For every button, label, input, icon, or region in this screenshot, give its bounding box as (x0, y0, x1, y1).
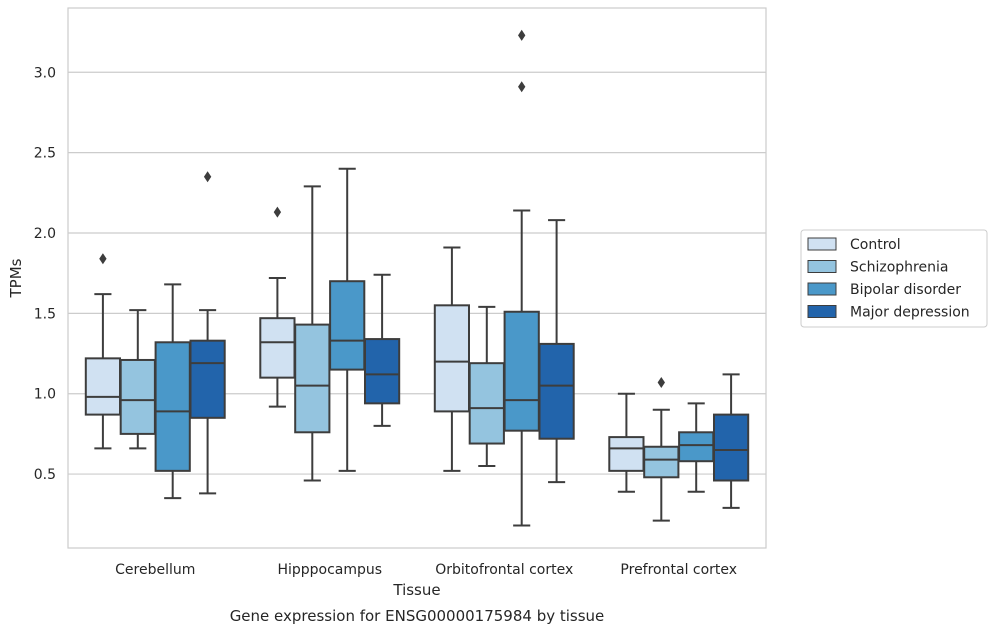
box-iqr (363, 338, 401, 405)
y-tick-label: 2.5 (34, 146, 56, 162)
box-iqr (259, 317, 296, 379)
box-2-2 (503, 29, 540, 527)
outlier-marker (518, 81, 526, 93)
box-iqr (189, 339, 226, 419)
box-1-1 (294, 185, 331, 482)
outlier-marker (518, 29, 526, 41)
legend-swatch (807, 305, 837, 318)
legend-swatch (807, 282, 837, 296)
chart-caption: Gene expression for ENSG00000175984 by t… (230, 607, 605, 625)
y-axis-label: TPMs (7, 258, 25, 298)
box-0-0 (84, 253, 122, 450)
box-0-3 (189, 171, 226, 495)
box-iqr (294, 323, 331, 434)
y-tick-label: 0.5 (34, 467, 56, 483)
outlier-marker (657, 376, 665, 388)
y-tick-label: 2.0 (34, 226, 56, 242)
box-iqr (538, 342, 575, 440)
box-iqr (119, 358, 156, 435)
box-0-2 (154, 283, 191, 500)
box-1-3 (363, 273, 401, 427)
x-tick-label: Hipppocampus (277, 562, 382, 578)
y-tick-label: 3.0 (34, 65, 56, 81)
legend-swatch (807, 260, 837, 273)
box-iqr (329, 280, 366, 371)
box-3-2 (678, 402, 715, 493)
box-iqr (643, 445, 680, 479)
box-iqr (154, 341, 191, 472)
box-1-0 (259, 206, 296, 408)
outlier-marker (99, 253, 107, 265)
x-axis: Cerebellum Hipppocampus Orbitofrontal cort… (115, 562, 737, 578)
y-tick-label: 1.0 (34, 387, 56, 403)
legend-label: Control (850, 237, 901, 253)
legend: Control Schizophrenia Bipolar disorder Majo… (800, 229, 988, 328)
box-3-0 (608, 392, 645, 493)
x-tick-label: Orbitofrontal cortex (435, 562, 573, 578)
legend-frame (800, 229, 988, 328)
legend-label: Schizophrenia (850, 260, 948, 276)
x-tick-label: Cerebellum (115, 562, 195, 578)
box-iqr (503, 310, 540, 432)
box-iqr (678, 431, 715, 463)
y-tick-label: 1.5 (34, 306, 56, 322)
x-tick-label: Prefrontal cortex (620, 562, 737, 578)
box-3-3 (712, 373, 750, 509)
box-3-1 (643, 376, 680, 522)
box-0-1 (119, 309, 156, 450)
box-iqr (433, 304, 471, 413)
box-1-2 (329, 167, 366, 472)
box-iqr (84, 357, 122, 416)
outlier-marker (203, 171, 212, 183)
x-axis-label: Tissue (392, 581, 440, 599)
box-2-3 (538, 219, 575, 484)
box-2-0 (433, 246, 471, 472)
y-axis: 0.5 1.0 1.5 2.0 2.5 3.0 (34, 65, 56, 483)
plot-area (67, 7, 767, 549)
box-iqr (608, 436, 645, 472)
box-iqr (712, 413, 750, 482)
legend-swatch (807, 237, 837, 251)
legend-label: Major depression (850, 305, 970, 321)
box-plots (84, 29, 750, 527)
box-2-1 (468, 305, 505, 468)
box-iqr (468, 362, 505, 445)
legend-label: Bipolar disorder (850, 282, 961, 298)
outlier-marker (273, 206, 282, 218)
